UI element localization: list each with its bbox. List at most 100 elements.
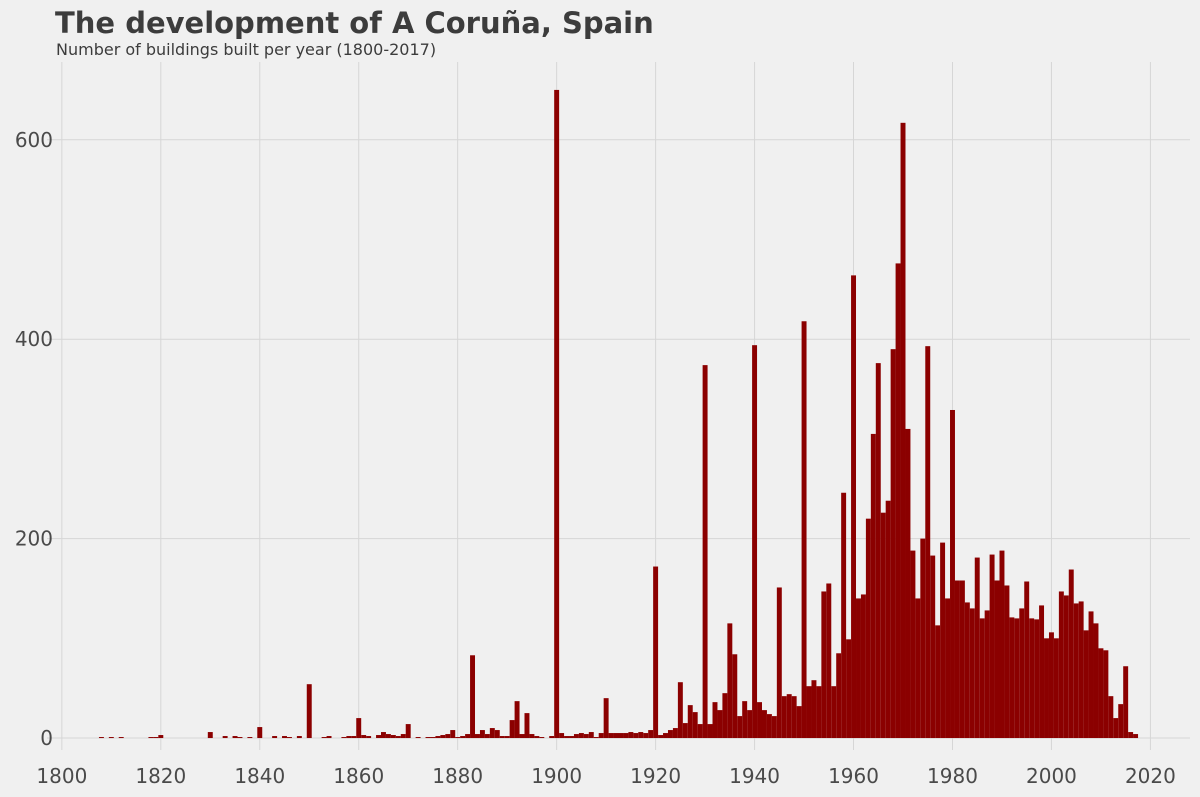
bar-1990	[999, 550, 1005, 739]
bar-1911	[608, 733, 614, 739]
bar-1862	[366, 736, 372, 739]
x-tick-label: 2000	[1026, 764, 1077, 788]
bar-1903	[569, 736, 574, 739]
bar-1976	[930, 555, 936, 739]
bar-1957	[836, 653, 842, 739]
bar-1948	[791, 696, 797, 739]
y-tick-label: 0	[40, 726, 53, 750]
bar-1937	[737, 716, 743, 739]
x-tick-label: 1920	[630, 764, 681, 788]
bar-1893	[519, 734, 525, 739]
y-axis: 0 200 400 600	[15, 128, 53, 750]
bar-1860	[356, 718, 362, 739]
bar-1967	[885, 500, 891, 739]
x-tick-label: 1800	[36, 764, 87, 788]
bar-1952	[811, 680, 817, 739]
bar-1995	[1024, 581, 1030, 739]
bar-1956	[831, 686, 837, 739]
bar-1882	[465, 734, 471, 739]
bar-1915	[628, 732, 634, 739]
bar-1930	[702, 365, 708, 739]
bar-1912	[613, 733, 619, 739]
chart-subtitle: Number of buildings built per year (1800…	[56, 40, 437, 59]
bar-1988	[989, 554, 995, 739]
bar-1932	[712, 702, 718, 739]
bar-1928	[692, 712, 698, 739]
bar-1997	[1034, 619, 1040, 739]
bar-1818	[148, 737, 154, 739]
bar-1986	[979, 618, 985, 739]
bar-1973	[915, 598, 921, 739]
bar-2014	[1118, 704, 1124, 739]
bar-layer	[98, 89, 1139, 739]
bar-1941	[757, 702, 762, 739]
x-tick-label: 1860	[333, 764, 384, 788]
bar-1966	[880, 512, 886, 739]
bar-1848	[296, 736, 302, 739]
bar-1953	[816, 686, 822, 739]
bar-1922	[663, 733, 668, 739]
bar-1981	[954, 580, 960, 739]
bar-1868	[395, 736, 401, 739]
bar-1931	[707, 724, 713, 739]
bar-2007	[1083, 630, 1089, 739]
bar-1909	[598, 733, 604, 739]
y-tick-label: 200	[15, 527, 53, 551]
bar-2008	[1088, 611, 1094, 739]
y-tick-label: 600	[15, 128, 53, 152]
bar-1846	[286, 737, 292, 739]
x-axis: 1800 1820 1840 1860 1880 1900 1920 1940 1960 1980…	[36, 764, 1175, 788]
bar-1899	[549, 736, 555, 739]
bar-1917	[638, 732, 644, 739]
bar-1872	[415, 737, 421, 739]
bar-1879	[450, 730, 456, 739]
bar-1935	[727, 623, 733, 739]
bar-1835	[232, 736, 238, 739]
bar-1866	[385, 734, 391, 739]
bar-1892	[514, 701, 520, 739]
bar-2009	[1093, 623, 1099, 739]
bar-1880	[455, 737, 461, 739]
bar-1890	[504, 736, 510, 739]
bar-2001	[1053, 638, 1059, 739]
bar-1900	[554, 89, 560, 739]
bar-1962	[860, 594, 866, 739]
bar-1889	[499, 736, 505, 739]
bar-1907	[588, 732, 594, 739]
bar-1926	[682, 723, 688, 739]
bar-2013	[1113, 718, 1119, 739]
bar-2016	[1128, 732, 1134, 739]
bar-1991	[1004, 585, 1010, 739]
bar-2006	[1078, 601, 1084, 739]
bar-1861	[361, 735, 367, 739]
bar-2004	[1068, 569, 1074, 739]
bar-1833	[222, 736, 228, 739]
bar-1969	[895, 263, 901, 739]
bar-2005	[1073, 603, 1079, 739]
bar-1891	[509, 720, 515, 739]
bar-1883	[470, 655, 476, 739]
bar-1971	[905, 428, 911, 739]
bar-1865	[380, 732, 386, 739]
bar-1919	[648, 730, 654, 739]
bar-1963	[865, 518, 871, 739]
bar-1936	[732, 654, 738, 739]
bar-1906	[583, 734, 589, 739]
bar-1974	[920, 538, 926, 739]
bar-1946	[781, 696, 787, 739]
bar-1924	[672, 728, 678, 739]
bar-1992	[1009, 617, 1015, 739]
bar-1830	[207, 732, 213, 739]
bar-1810	[108, 737, 114, 739]
bar-1836	[237, 737, 243, 739]
bar-1864	[376, 735, 381, 739]
bar-1993	[1014, 618, 1020, 739]
bar-1968	[890, 349, 896, 739]
chart-title: The development of A Coruña, Spain	[55, 6, 654, 40]
bar-1887	[489, 728, 495, 739]
bar-1881	[460, 736, 466, 739]
bar-1945	[776, 587, 782, 739]
x-tick-label: 1820	[135, 764, 186, 788]
x-tick-label: 1880	[432, 764, 483, 788]
